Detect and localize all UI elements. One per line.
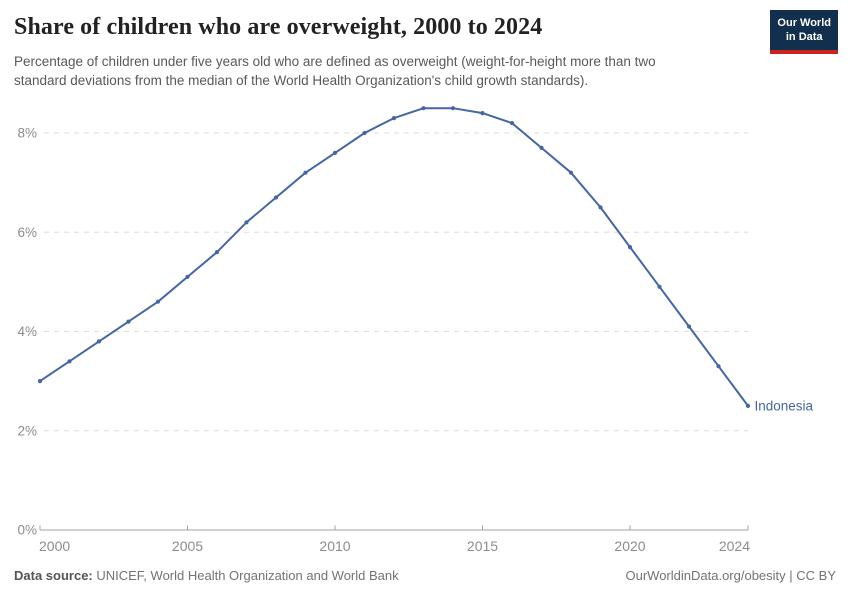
data-point-2012[interactable] [391, 116, 397, 121]
data-point-2023[interactable] [716, 364, 721, 369]
owid-logo-text-line2: in Data [785, 31, 823, 44]
data-source-note: Data source: UNICEF, World Health Organi… [14, 568, 399, 583]
y-tick-label-0: 0% [17, 523, 37, 538]
owid-logo-text-line1: Our World [777, 17, 831, 29]
x-tick-label-2024: 2024 [719, 538, 750, 554]
data-point-2009[interactable] [303, 170, 308, 175]
data-point-2016[interactable] [509, 121, 515, 126]
data-point-2024[interactable] [745, 403, 751, 408]
data-point-2000[interactable] [37, 379, 43, 384]
data-point-2010[interactable] [332, 150, 338, 155]
data-point-2011[interactable] [362, 130, 367, 136]
data-point-2001[interactable] [67, 359, 72, 364]
data-point-2021[interactable] [657, 284, 662, 289]
data-source-label: Data source: [14, 568, 93, 583]
series-end-label[interactable]: Indonesia [755, 398, 814, 413]
data-point-2022[interactable] [686, 324, 692, 329]
data-point-2002[interactable] [96, 339, 102, 344]
x-tick-label-2010: 2010 [319, 538, 350, 554]
x-tick-label-2000: 2000 [39, 538, 70, 554]
series-line-indonesia[interactable] [39, 107, 749, 407]
data-point-2005[interactable] [185, 274, 190, 279]
data-point-2017[interactable] [539, 145, 544, 150]
data-point-2018[interactable] [568, 170, 574, 175]
x-tick-label-2020: 2020 [614, 538, 645, 554]
data-point-2014[interactable] [450, 106, 456, 111]
data-point-2013[interactable] [421, 106, 426, 111]
page-title: Share of children who are overweight, 20… [14, 14, 543, 40]
owid-logo[interactable]: Our World in Data [770, 10, 838, 54]
data-point-2007[interactable] [244, 220, 249, 225]
data-source-text: UNICEF, World Health Organization and Wo… [92, 568, 399, 583]
y-tick-label-8: 8% [17, 126, 37, 141]
y-tick-label-6: 6% [17, 225, 37, 240]
data-point-2008[interactable] [273, 195, 279, 200]
data-point-2004[interactable] [155, 299, 161, 304]
data-point-2020[interactable] [627, 245, 633, 250]
x-tick-label-2015: 2015 [467, 538, 498, 554]
data-point-2003[interactable] [126, 319, 131, 324]
chart-subtitle: Percentage of children under five years … [14, 54, 656, 89]
data-point-2006[interactable] [214, 250, 220, 255]
x-tick-label-2005: 2005 [172, 538, 203, 554]
y-tick-label-2: 2% [17, 423, 37, 438]
chart-footer: Data source: UNICEF, World Health Organi… [14, 568, 836, 583]
license-link[interactable]: OurWorldinData.org/obesity | CC BY [625, 568, 837, 583]
data-point-2015[interactable] [480, 111, 485, 116]
data-point-2019[interactable] [598, 205, 603, 210]
y-tick-label-4: 4% [17, 324, 37, 339]
